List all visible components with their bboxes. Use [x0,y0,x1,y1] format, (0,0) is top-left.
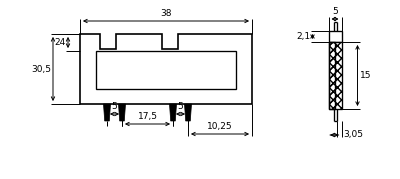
Text: 3,05: 3,05 [344,130,364,139]
Text: 38: 38 [160,8,172,18]
Text: 30,5: 30,5 [31,64,51,74]
Text: 5: 5 [178,101,183,110]
Bar [96,51,236,89]
Polygon shape [104,104,110,121]
Bar [328,31,342,42]
Text: 24: 24 [55,38,66,47]
Text: 5: 5 [332,6,338,16]
Polygon shape [118,104,126,121]
Text: 10,25: 10,25 [207,122,233,130]
Polygon shape [184,104,192,121]
Bar [328,42,342,109]
Text: 2,1: 2,1 [296,32,310,41]
Text: 15: 15 [360,71,371,80]
Text: 5: 5 [112,101,117,110]
Polygon shape [170,104,176,121]
Text: 17,5: 17,5 [138,112,158,120]
Bar [328,42,335,109]
